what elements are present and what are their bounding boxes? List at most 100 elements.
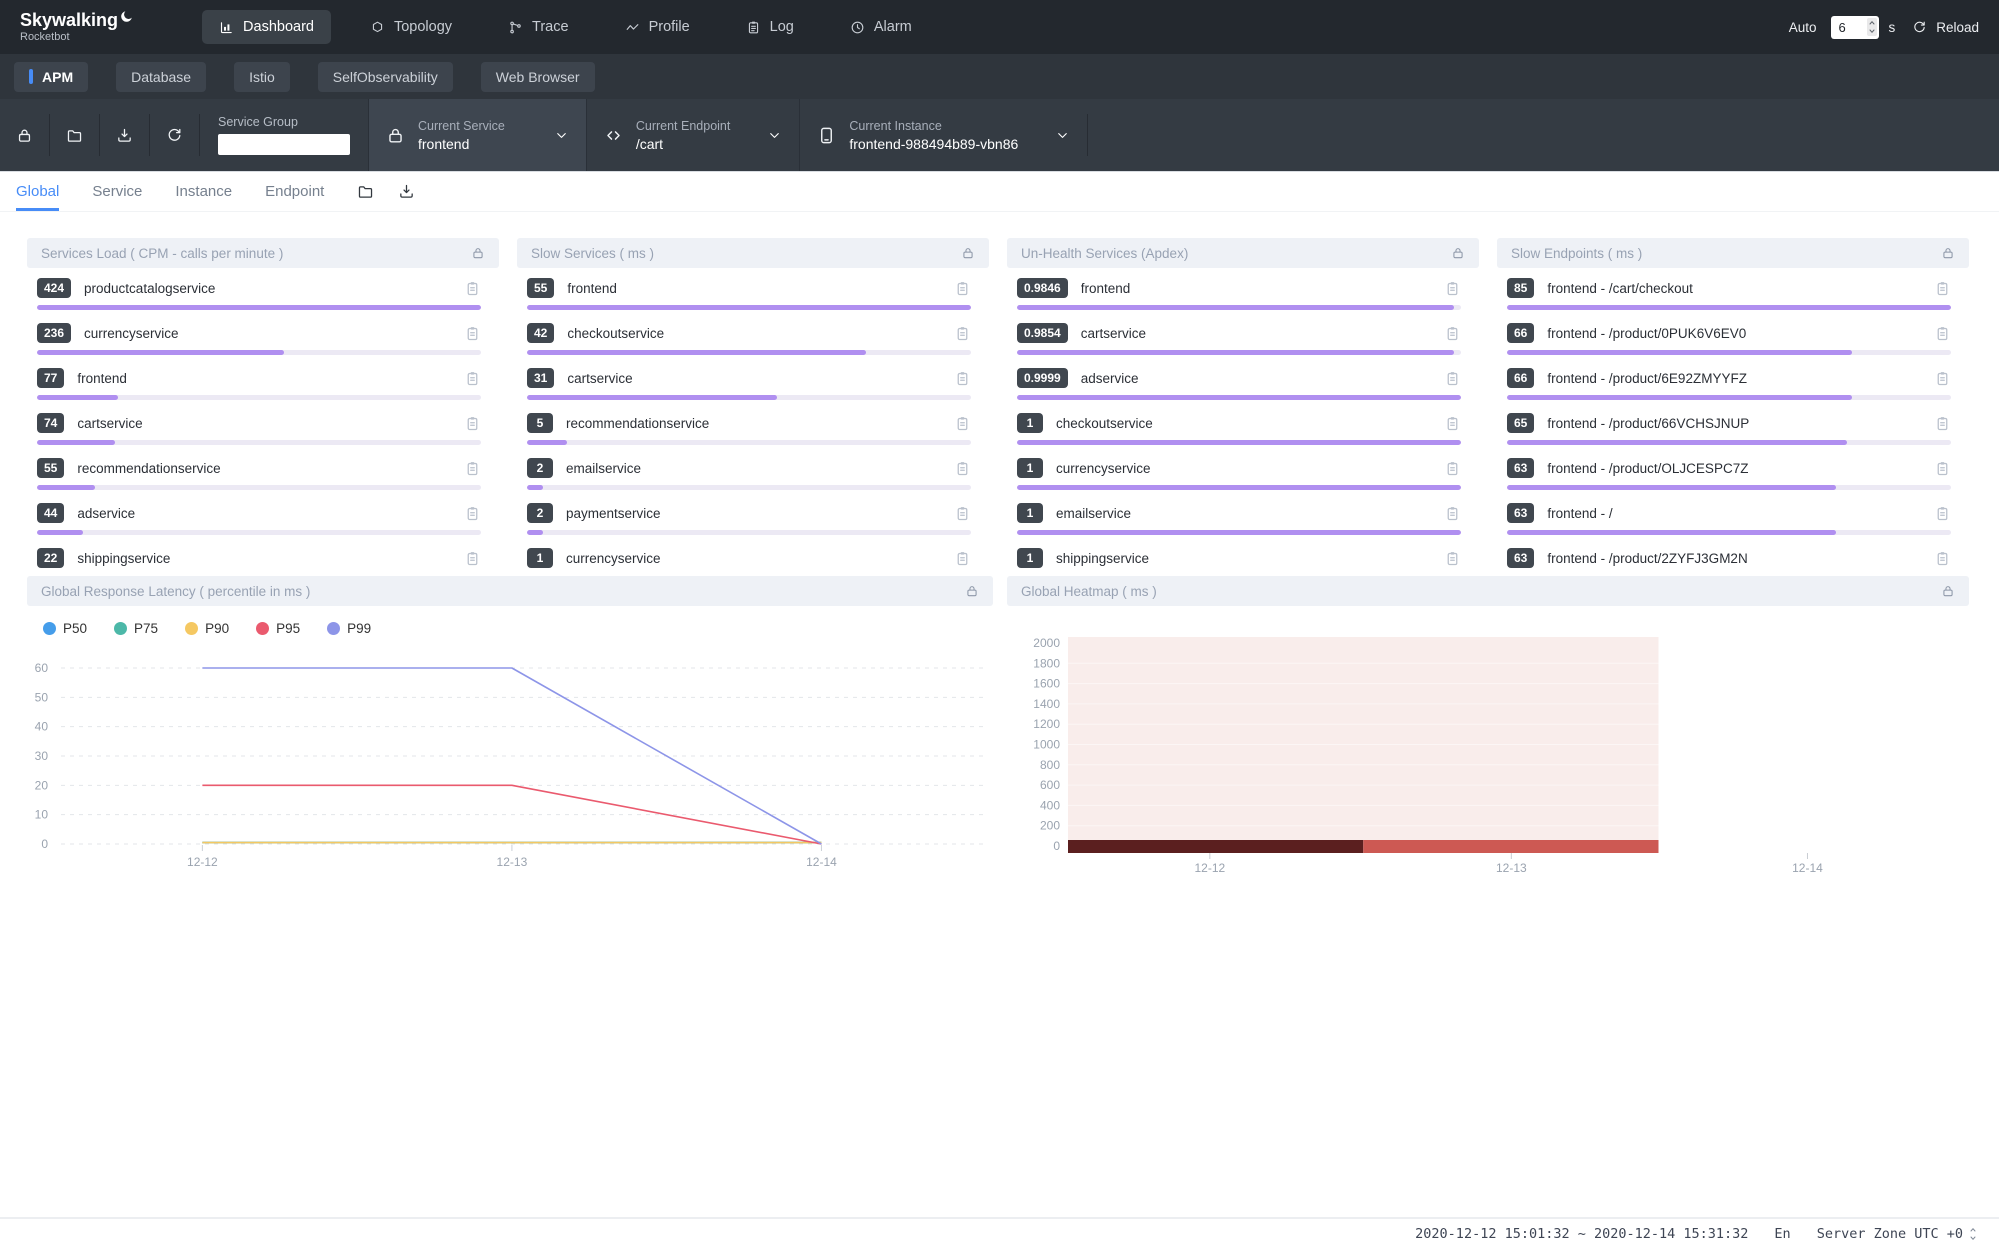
- reload-icon[interactable]: [1912, 20, 1927, 35]
- caret-up-icon[interactable]: [1969, 1226, 1977, 1234]
- lock-edit-button[interactable]: [0, 99, 49, 171]
- copy-icon[interactable]: [1444, 280, 1461, 297]
- metric-list-item[interactable]: 66 frontend - /product/6E92ZMYYFZ: [1497, 358, 1969, 403]
- copy-icon[interactable]: [464, 280, 481, 297]
- metric-list-item[interactable]: 77 frontend: [27, 358, 499, 403]
- legend-item[interactable]: P75: [114, 621, 158, 636]
- auto-interval-input[interactable]: 6: [1831, 16, 1879, 39]
- import-button[interactable]: [100, 99, 149, 171]
- metric-list-item[interactable]: 0.9846 frontend: [1007, 268, 1479, 313]
- copy-icon[interactable]: [954, 550, 971, 567]
- copy-icon[interactable]: [1934, 325, 1951, 342]
- heatmap-chart[interactable]: 020040060080010001200140016001800200012-…: [1007, 606, 1969, 876]
- nav-item[interactable]: Log: [729, 10, 811, 44]
- zone-stepper[interactable]: [1969, 1226, 1977, 1242]
- copy-icon[interactable]: [464, 415, 481, 432]
- metric-list-item[interactable]: 55 recommendationservice: [27, 448, 499, 493]
- service-group-input[interactable]: [218, 134, 350, 155]
- nav-item[interactable]: Alarm: [833, 10, 929, 44]
- view-tab[interactable]: Service: [92, 172, 142, 211]
- metric-list-item[interactable]: 63 frontend - /: [1497, 493, 1969, 538]
- lock-icon[interactable]: [965, 584, 979, 598]
- current-instance-selector[interactable]: Current Instance frontend-988494b89-vbn8…: [799, 99, 1087, 171]
- latency-line-chart[interactable]: 010203040506012-1212-1312-14: [27, 638, 993, 878]
- current-service-selector[interactable]: Current Service frontend: [368, 99, 586, 171]
- metric-list-item[interactable]: 74 cartservice: [27, 403, 499, 448]
- metric-list-item[interactable]: 85 frontend - /cart/checkout: [1497, 268, 1969, 313]
- download-icon[interactable]: [398, 183, 415, 200]
- metric-list-item[interactable]: 2 paymentservice: [517, 493, 989, 538]
- metric-list-item[interactable]: 63 frontend - /product/OLJCESPC7Z: [1497, 448, 1969, 493]
- copy-icon[interactable]: [954, 325, 971, 342]
- copy-icon[interactable]: [1934, 280, 1951, 297]
- metric-list-item[interactable]: 65 frontend - /product/66VCHSJNUP: [1497, 403, 1969, 448]
- nav-item[interactable]: Topology: [353, 10, 469, 44]
- legend-item[interactable]: P90: [185, 621, 229, 636]
- metric-list-item[interactable]: 55 frontend: [517, 268, 989, 313]
- caret-down-icon[interactable]: [1969, 1234, 1977, 1242]
- reload-button[interactable]: Reload: [1936, 20, 1979, 35]
- copy-icon[interactable]: [1444, 550, 1461, 567]
- metric-list-item[interactable]: 1 shippingservice: [1007, 538, 1479, 570]
- stepper-arrows[interactable]: [1867, 18, 1877, 36]
- copy-icon[interactable]: [954, 460, 971, 477]
- lock-icon[interactable]: [961, 246, 975, 260]
- view-tab[interactable]: Global: [16, 172, 59, 211]
- metric-list-item[interactable]: 424 productcatalogservice: [27, 268, 499, 313]
- template-folder-button[interactable]: [50, 99, 99, 171]
- copy-icon[interactable]: [954, 505, 971, 522]
- copy-icon[interactable]: [1934, 460, 1951, 477]
- layer-tab[interactable]: SelfObservability: [318, 62, 453, 92]
- copy-icon[interactable]: [1444, 460, 1461, 477]
- metric-list-item[interactable]: 22 shippingservice: [27, 538, 499, 570]
- lock-icon[interactable]: [1451, 246, 1465, 260]
- nav-item[interactable]: Dashboard: [202, 10, 331, 44]
- copy-icon[interactable]: [954, 415, 971, 432]
- metric-list-item[interactable]: 1 currencyservice: [517, 538, 989, 570]
- view-tab[interactable]: Instance: [175, 172, 232, 211]
- legend-item[interactable]: P99: [327, 621, 371, 636]
- caret-up-icon[interactable]: [1868, 19, 1876, 27]
- time-range-picker[interactable]: 2020-12-12 15:01:32 ~ 2020-12-14 15:31:3…: [1415, 1226, 1748, 1242]
- copy-icon[interactable]: [1444, 415, 1461, 432]
- language-toggle[interactable]: En: [1774, 1226, 1790, 1242]
- metric-list-item[interactable]: 1 emailservice: [1007, 493, 1479, 538]
- layer-tab[interactable]: Web Browser: [481, 62, 595, 92]
- legend-item[interactable]: P95: [256, 621, 300, 636]
- metric-list-item[interactable]: 44 adservice: [27, 493, 499, 538]
- copy-icon[interactable]: [1444, 505, 1461, 522]
- metric-list-item[interactable]: 2 emailservice: [517, 448, 989, 493]
- copy-icon[interactable]: [464, 550, 481, 567]
- copy-icon[interactable]: [464, 460, 481, 477]
- metric-list-item[interactable]: 236 currencyservice: [27, 313, 499, 358]
- legend-item[interactable]: P50: [43, 621, 87, 636]
- copy-icon[interactable]: [1934, 505, 1951, 522]
- metric-list-item[interactable]: 42 checkoutservice: [517, 313, 989, 358]
- metric-list-item[interactable]: 1 currencyservice: [1007, 448, 1479, 493]
- metric-list-item[interactable]: 1 checkoutservice: [1007, 403, 1479, 448]
- lock-icon[interactable]: [1941, 584, 1955, 598]
- layer-tab[interactable]: Istio: [234, 62, 290, 92]
- layer-tab[interactable]: APM: [14, 62, 88, 92]
- copy-icon[interactable]: [464, 505, 481, 522]
- copy-icon[interactable]: [954, 370, 971, 387]
- lock-icon[interactable]: [1941, 246, 1955, 260]
- copy-icon[interactable]: [1444, 370, 1461, 387]
- copy-icon[interactable]: [1934, 550, 1951, 567]
- copy-icon[interactable]: [1444, 325, 1461, 342]
- copy-icon[interactable]: [1934, 370, 1951, 387]
- metric-list-item[interactable]: 31 cartservice: [517, 358, 989, 403]
- caret-down-icon[interactable]: [1868, 27, 1876, 35]
- nav-item[interactable]: Profile: [608, 10, 707, 44]
- copy-icon[interactable]: [1934, 415, 1951, 432]
- copy-icon[interactable]: [464, 325, 481, 342]
- metric-list-item[interactable]: 0.9999 adservice: [1007, 358, 1479, 403]
- nav-item[interactable]: Trace: [491, 10, 586, 44]
- lock-icon[interactable]: [471, 246, 485, 260]
- metric-list-item[interactable]: 5 recommendationservice: [517, 403, 989, 448]
- metric-list-item[interactable]: 66 frontend - /product/0PUK6V6EV0: [1497, 313, 1969, 358]
- metric-list-item[interactable]: 0.9854 cartservice: [1007, 313, 1479, 358]
- copy-icon[interactable]: [464, 370, 481, 387]
- view-tab[interactable]: Endpoint: [265, 172, 324, 211]
- folder-icon[interactable]: [357, 183, 374, 200]
